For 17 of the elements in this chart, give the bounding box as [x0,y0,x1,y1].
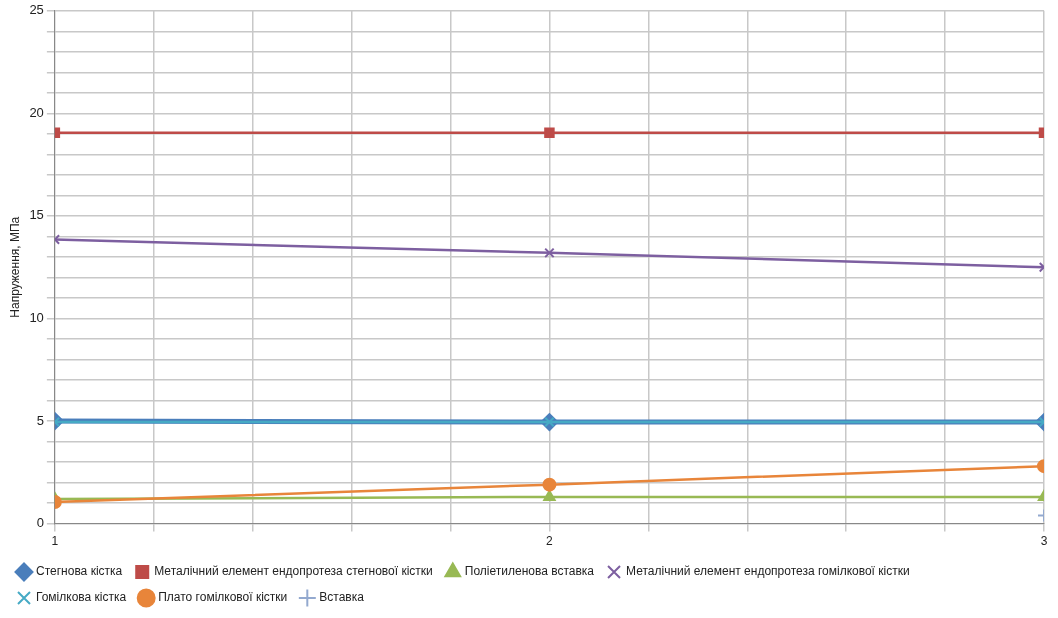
legend-label: Гомілкова кістка [36,590,127,605]
y-tick-label: 10 [29,310,44,326]
legend-label: Металічний елемент ендопротеза гомілкової кістки [626,564,910,579]
x-tick-label: 1 [51,534,59,549]
x-tick-label: 3 [1040,534,1048,549]
legend-label: Металічний елемент ендопротеза стегнової кістки [154,564,433,579]
y-tick-label: 20 [29,104,44,120]
legend-label: Плато гомілкової кістки [158,590,288,605]
x-tick-label: 2 [546,534,554,549]
y-tick-label: 25 [29,2,44,18]
y-tick-label: 5 [36,412,44,428]
y-tick-label: 0 [36,515,44,531]
y-tick-label: 15 [29,207,44,223]
legend-label: Стегнова кістка [36,564,123,579]
y-axis-title: Напруження, МПа [7,216,22,318]
legend-label: Вставка [319,590,365,605]
legend-label: Поліетиленова вставка [464,564,595,579]
